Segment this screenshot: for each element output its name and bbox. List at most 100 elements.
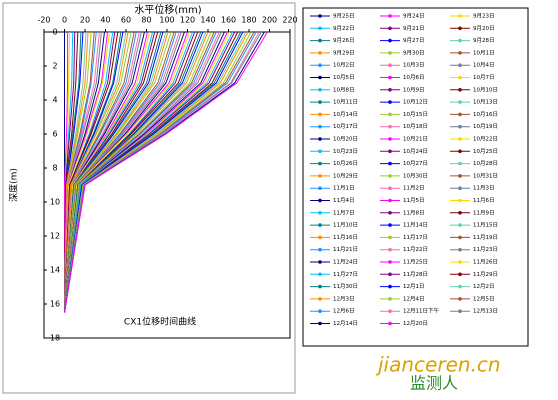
- legend-marker: [458, 38, 462, 43]
- x-tick-label: 20: [80, 16, 90, 25]
- legend-label: 10月27日: [403, 160, 428, 167]
- legend-label: 10月8日: [333, 86, 355, 93]
- legend-marker: [388, 174, 392, 178]
- legend-label: 11月30日: [333, 283, 358, 290]
- series-line: [64, 31, 268, 313]
- legend-label: 9月25日: [333, 13, 355, 20]
- legend-label: 10月4日: [473, 62, 495, 69]
- series-line: [64, 31, 262, 313]
- series-line: [64, 31, 252, 313]
- legend-marker: [388, 309, 392, 314]
- series-line: [64, 31, 89, 313]
- legend-marker: [318, 63, 322, 67]
- legend-marker: [388, 223, 392, 227]
- y-tick-label: 0: [52, 28, 57, 37]
- legend-label: 12月3日: [333, 295, 355, 302]
- legend-marker: [458, 284, 462, 289]
- legend-marker: [388, 260, 392, 264]
- legend-marker: [388, 297, 392, 301]
- legend-marker: [388, 321, 392, 326]
- legend-marker: [388, 51, 392, 55]
- legend-label: 10月5日: [333, 74, 355, 81]
- legend-marker: [388, 88, 392, 92]
- series-line: [64, 31, 202, 313]
- legend-marker: [458, 63, 462, 67]
- legend-marker: [388, 100, 392, 104]
- legend-label: 10月23日: [333, 148, 358, 155]
- legend-label: 10月13日: [473, 99, 498, 106]
- y-tick-label: 4: [52, 96, 57, 105]
- legend-label: 10月16日: [473, 111, 498, 118]
- legend-label: 11月14日: [403, 222, 428, 229]
- legend-label: 9月24日: [403, 13, 425, 20]
- x-tick-label: 80: [141, 16, 151, 25]
- legend-label: 10月24日: [403, 148, 428, 155]
- legend-label: 11月8日: [403, 209, 425, 216]
- watermark: 监测人: [410, 374, 458, 393]
- legend-marker: [458, 88, 462, 92]
- chart-area: [2, 2, 296, 394]
- legend-marker: [458, 112, 462, 117]
- legend-marker: [388, 14, 392, 18]
- legend-marker: [458, 198, 462, 203]
- legend-label: 10月22日: [473, 136, 498, 143]
- series-line: [64, 31, 100, 313]
- legend-label: 11月25日: [403, 259, 428, 266]
- series-line: [64, 32, 69, 313]
- legend-label: 11月21日: [333, 246, 358, 253]
- series-line: [64, 31, 162, 313]
- legend-label: 10月10日: [473, 86, 498, 93]
- legend-marker: [458, 51, 462, 55]
- legend-marker: [318, 198, 322, 203]
- series-line: [64, 31, 234, 313]
- legend-label: 12月20日: [403, 320, 428, 327]
- legend-marker: [318, 51, 322, 55]
- legend-label: 12月14日: [333, 320, 358, 327]
- legend-marker: [458, 161, 462, 166]
- legend-marker: [388, 161, 392, 166]
- legend-label: 10月28日: [473, 160, 498, 167]
- legend-label: 10月1日: [473, 49, 495, 56]
- legend-marker: [318, 38, 322, 43]
- legend-marker: [318, 272, 322, 277]
- series-line: [64, 31, 119, 313]
- legend-marker: [388, 272, 392, 277]
- legend-marker: [458, 137, 462, 141]
- legend-label: 10月21日: [403, 136, 428, 143]
- legend-marker: [458, 26, 462, 31]
- x-tick-label: 120: [180, 16, 195, 25]
- legend-marker: [388, 149, 392, 154]
- legend-marker: [388, 247, 392, 252]
- legend-label: 12月11日下午: [403, 307, 439, 315]
- legend-label: 10月25日: [473, 148, 498, 155]
- legend-label: 12月1日: [403, 283, 425, 290]
- legend-marker: [458, 14, 462, 18]
- legend-label: 11月16日: [333, 234, 358, 241]
- legend-label: 9月28日: [473, 37, 495, 44]
- annotation: CX1位移时间曲线: [124, 316, 196, 328]
- series-line: [64, 31, 212, 313]
- x-tick-label: 200: [262, 16, 277, 25]
- legend-label: 11月7日: [333, 209, 355, 216]
- legend-marker: [388, 112, 392, 117]
- legend-label: 9月23日: [473, 13, 495, 20]
- x-tick-label: 220: [282, 16, 297, 25]
- legend-label: 10月19日: [473, 123, 498, 130]
- legend-marker: [458, 124, 462, 129]
- legend-marker: [458, 211, 462, 215]
- legend-label: 10月3日: [403, 62, 425, 69]
- x-tick-label: 100: [159, 16, 174, 25]
- legend-label: 11月1日: [333, 185, 355, 192]
- legend-marker: [458, 223, 462, 227]
- legend-marker: [318, 309, 322, 314]
- legend-marker: [388, 211, 392, 215]
- legend-marker: [458, 100, 462, 104]
- x-tick-label: 180: [241, 16, 256, 25]
- y-tick-label: 2: [52, 62, 57, 71]
- legend-label: 10月30日: [403, 172, 428, 179]
- y-tick-label: 16: [50, 300, 60, 309]
- legend-label: 11月3日: [473, 185, 495, 192]
- legend-marker: [458, 186, 462, 190]
- legend-marker: [388, 26, 392, 31]
